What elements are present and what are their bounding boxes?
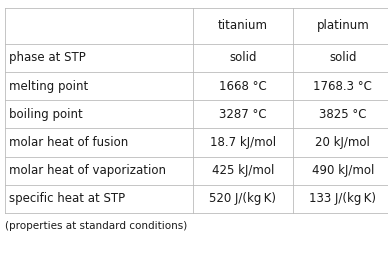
Text: (properties at standard conditions): (properties at standard conditions): [5, 221, 187, 231]
Text: molar heat of vaporization: molar heat of vaporization: [9, 164, 166, 177]
Text: molar heat of fusion: molar heat of fusion: [9, 136, 128, 149]
Text: 20 kJ/mol: 20 kJ/mol: [315, 136, 370, 149]
Text: 3287 °C: 3287 °C: [219, 108, 267, 121]
Text: 425 kJ/mol: 425 kJ/mol: [212, 164, 274, 177]
Text: platinum: platinum: [317, 19, 369, 32]
Text: solid: solid: [329, 51, 357, 64]
Text: boiling point: boiling point: [9, 108, 83, 121]
Text: phase at STP: phase at STP: [9, 51, 86, 64]
Text: specific heat at STP: specific heat at STP: [9, 192, 125, 205]
Text: 3825 °C: 3825 °C: [319, 108, 367, 121]
Text: 1768.3 °C: 1768.3 °C: [314, 80, 372, 93]
Text: 18.7 kJ/mol: 18.7 kJ/mol: [210, 136, 276, 149]
Text: melting point: melting point: [9, 80, 88, 93]
Text: titanium: titanium: [218, 19, 268, 32]
Text: solid: solid: [229, 51, 256, 64]
Text: 1668 °C: 1668 °C: [219, 80, 267, 93]
Text: 520 J/(kg K): 520 J/(kg K): [210, 192, 276, 205]
Text: 490 kJ/mol: 490 kJ/mol: [312, 164, 374, 177]
Text: 133 J/(kg K): 133 J/(kg K): [309, 192, 376, 205]
